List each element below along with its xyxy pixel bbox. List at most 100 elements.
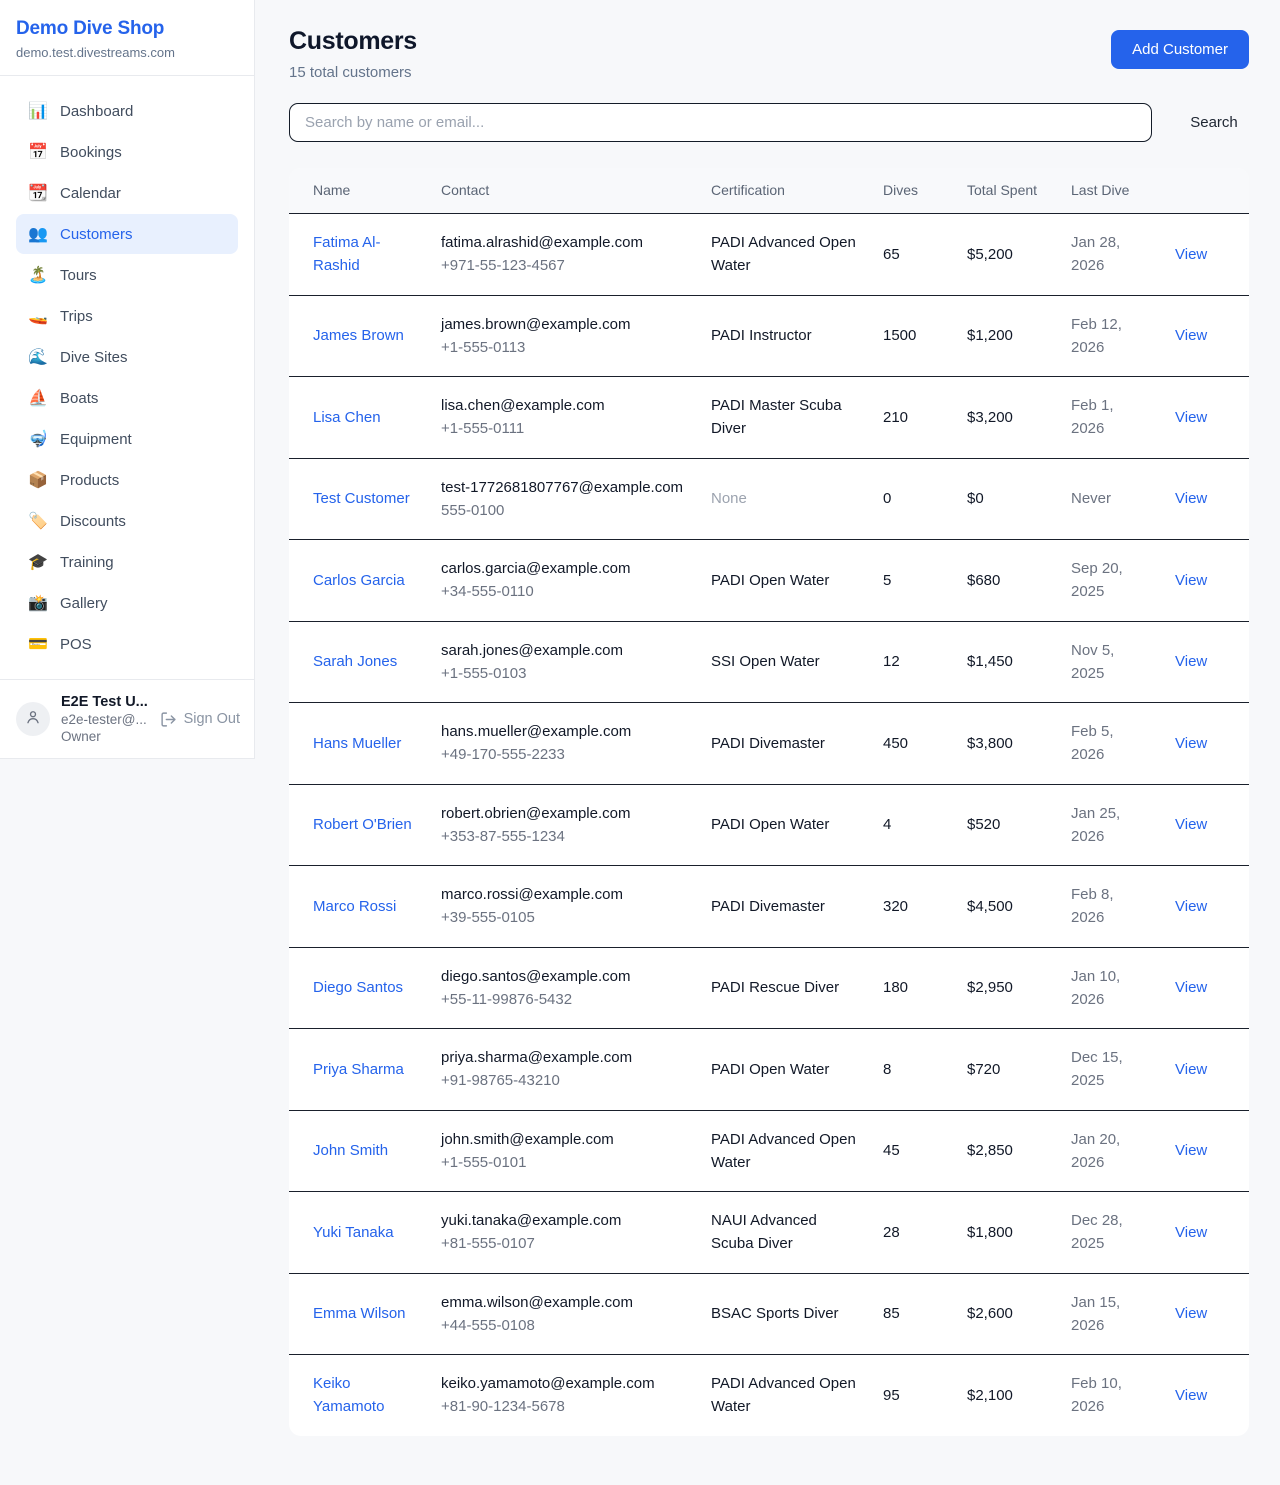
- sidebar-item-tours[interactable]: 🏝️ Tours: [16, 255, 238, 295]
- customer-total-spent: $4,500: [955, 866, 1059, 948]
- column-header-total-spent: Total Spent: [955, 168, 1059, 214]
- avatar: [16, 702, 50, 736]
- customer-email: sarah.jones@example.com: [441, 639, 687, 662]
- page: Demo Dive Shop demo.test.divestreams.com…: [0, 0, 1280, 1485]
- sidebar-item-dashboard[interactable]: 📊 Dashboard: [16, 91, 238, 131]
- customer-certification: PADI Divemaster: [699, 703, 871, 785]
- customer-total-spent: $2,950: [955, 947, 1059, 1029]
- customer-name-link[interactable]: James Brown: [313, 324, 404, 347]
- add-customer-button[interactable]: Add Customer: [1111, 30, 1249, 69]
- customer-phone: +1-555-0103: [441, 662, 687, 685]
- view-link[interactable]: View: [1175, 1142, 1207, 1159]
- sidebar-item-label: Equipment: [60, 431, 132, 448]
- sidebar-item-customers[interactable]: 👥 Customers: [16, 214, 238, 254]
- customer-contact: yuki.tanaka@example.com +81-555-0107: [429, 1192, 699, 1274]
- table-row: Marco Rossi marco.rossi@example.com +39-…: [289, 866, 1249, 948]
- customer-name-link[interactable]: Test Customer: [313, 487, 410, 510]
- customer-name-link[interactable]: Yuki Tanaka: [313, 1221, 394, 1244]
- dive-sites-icon: 🌊: [28, 347, 48, 367]
- pos-icon: 💳: [28, 634, 48, 654]
- customer-name-link[interactable]: John Smith: [313, 1139, 388, 1162]
- customer-name-link[interactable]: Sarah Jones: [313, 650, 397, 673]
- customer-certification: PADI Advanced Open Water: [699, 214, 871, 296]
- sidebar-item-dive-sites[interactable]: 🌊 Dive Sites: [16, 337, 238, 377]
- sidebar-item-discounts[interactable]: 🏷️ Discounts: [16, 501, 238, 541]
- customer-certification: PADI Advanced Open Water: [699, 1110, 871, 1192]
- customer-name-link[interactable]: Emma Wilson: [313, 1302, 406, 1325]
- view-link[interactable]: View: [1175, 653, 1207, 670]
- calendar-icon: 📆: [28, 183, 48, 203]
- sidebar-item-gallery[interactable]: 📸 Gallery: [16, 583, 238, 623]
- view-link[interactable]: View: [1175, 572, 1207, 589]
- sidebar-item-label: Tours: [60, 267, 97, 284]
- view-link[interactable]: View: [1175, 1305, 1207, 1322]
- customer-name-link[interactable]: Priya Sharma: [313, 1058, 404, 1081]
- view-link[interactable]: View: [1175, 490, 1207, 507]
- brand: Demo Dive Shop demo.test.divestreams.com: [0, 0, 254, 76]
- customer-dives: 450: [871, 703, 955, 785]
- customer-certification: PADI Open Water: [699, 540, 871, 622]
- brand-domain: demo.test.divestreams.com: [16, 45, 238, 60]
- view-link[interactable]: View: [1175, 327, 1207, 344]
- view-link[interactable]: View: [1175, 1224, 1207, 1241]
- customer-certification: PADI Open Water: [699, 784, 871, 866]
- customer-name-link[interactable]: Keiko Yamamoto: [313, 1372, 417, 1419]
- view-link[interactable]: View: [1175, 409, 1207, 426]
- customer-total-spent: $2,850: [955, 1110, 1059, 1192]
- customer-phone: +55-11-99876-5432: [441, 988, 687, 1011]
- customer-name-link[interactable]: Fatima Al-Rashid: [313, 231, 417, 278]
- customer-last-dive: Dec 28, 2025: [1059, 1192, 1163, 1274]
- sidebar-item-bookings[interactable]: 📅 Bookings: [16, 132, 238, 172]
- table-row: Keiko Yamamoto keiko.yamamoto@example.co…: [289, 1355, 1249, 1436]
- customer-name-link[interactable]: Lisa Chen: [313, 406, 381, 429]
- view-link[interactable]: View: [1175, 1061, 1207, 1078]
- customer-total-spent: $2,600: [955, 1273, 1059, 1355]
- customer-total-spent: $5,200: [955, 214, 1059, 296]
- equipment-icon: 🤿: [28, 429, 48, 449]
- customer-name-link[interactable]: Carlos Garcia: [313, 569, 405, 592]
- main-content: Customers 15 total customers Add Custome…: [256, 0, 1280, 1466]
- sidebar-item-products[interactable]: 📦 Products: [16, 460, 238, 500]
- view-link[interactable]: View: [1175, 735, 1207, 752]
- view-link[interactable]: View: [1175, 898, 1207, 915]
- customer-name-link[interactable]: Hans Mueller: [313, 732, 401, 755]
- sidebar-item-label: Boats: [60, 390, 98, 407]
- user-section: E2E Test U... e2e-tester@... Owner Sign …: [0, 679, 254, 758]
- view-link[interactable]: View: [1175, 979, 1207, 996]
- sidebar-item-label: Bookings: [60, 144, 122, 161]
- customer-last-dive: Feb 5, 2026: [1059, 703, 1163, 785]
- customer-contact: hans.mueller@example.com +49-170-555-223…: [429, 703, 699, 785]
- customer-name-link[interactable]: Robert O'Brien: [313, 813, 412, 836]
- customer-last-dive: Nov 5, 2025: [1059, 621, 1163, 703]
- search-button[interactable]: Search: [1179, 114, 1249, 131]
- customer-total-spent: $680: [955, 540, 1059, 622]
- customer-name-link[interactable]: Diego Santos: [313, 976, 403, 999]
- customer-name-link[interactable]: Marco Rossi: [313, 895, 396, 918]
- customer-last-dive: Feb 12, 2026: [1059, 295, 1163, 377]
- sidebar-item-pos[interactable]: 💳 POS: [16, 624, 238, 664]
- sidebar-item-boats[interactable]: ⛵ Boats: [16, 378, 238, 418]
- sidebar-item-trips[interactable]: 🚤 Trips: [16, 296, 238, 336]
- search-input[interactable]: [289, 103, 1152, 142]
- view-link[interactable]: View: [1175, 816, 1207, 833]
- customer-last-dive: Jan 10, 2026: [1059, 947, 1163, 1029]
- sign-out-label: Sign Out: [184, 711, 240, 727]
- customer-email: fatima.alrashid@example.com: [441, 231, 687, 254]
- sign-out-button[interactable]: Sign Out: [160, 711, 240, 728]
- products-icon: 📦: [28, 470, 48, 490]
- view-link[interactable]: View: [1175, 1387, 1207, 1404]
- customer-phone: +44-555-0108: [441, 1314, 687, 1337]
- customer-phone: +1-555-0113: [441, 336, 687, 359]
- sidebar-item-equipment[interactable]: 🤿 Equipment: [16, 419, 238, 459]
- table-row: Emma Wilson emma.wilson@example.com +44-…: [289, 1273, 1249, 1355]
- customer-last-dive: Feb 8, 2026: [1059, 866, 1163, 948]
- customer-certification: PADI Master Scuba Diver: [699, 377, 871, 459]
- column-header-contact: Contact: [429, 168, 699, 214]
- table-header-row: NameContactCertificationDivesTotal Spent…: [289, 168, 1249, 214]
- sidebar-item-calendar[interactable]: 📆 Calendar: [16, 173, 238, 213]
- sidebar-item-training[interactable]: 🎓 Training: [16, 542, 238, 582]
- view-link[interactable]: View: [1175, 246, 1207, 263]
- customer-dives: 85: [871, 1273, 955, 1355]
- column-header-actions: [1163, 168, 1249, 214]
- customer-contact: marco.rossi@example.com +39-555-0105: [429, 866, 699, 948]
